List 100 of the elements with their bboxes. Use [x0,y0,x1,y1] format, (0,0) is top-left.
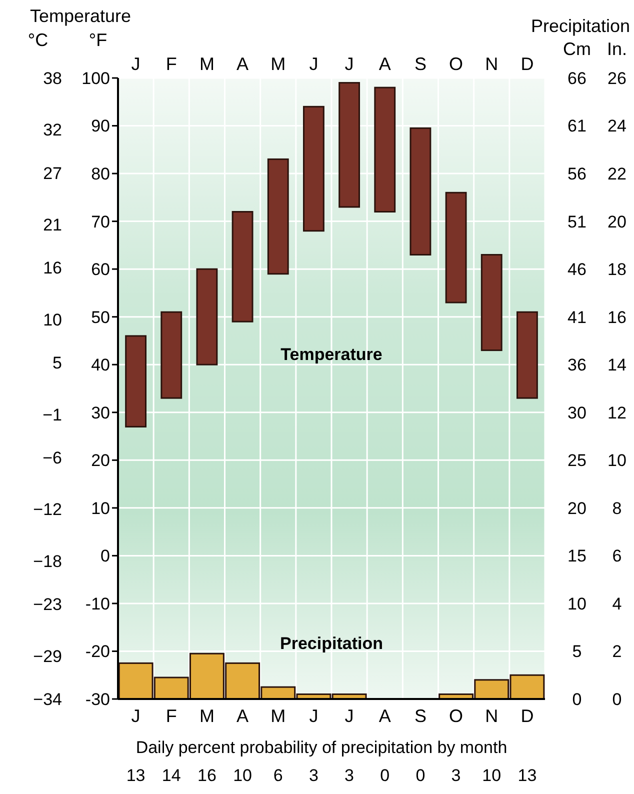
y-tick-label: 30 [91,403,110,422]
x-tick-label: A [378,54,391,74]
y3-tick-label: −12 [33,500,62,520]
text: 3 [451,766,461,785]
y-tick-label: 0 [100,546,110,566]
text: Precipitation [530,16,630,36]
bar [480,254,502,352]
x-tick-label: M [199,54,214,74]
bar [445,192,467,304]
text: Cm [563,39,591,59]
y3-tick-label: −18 [33,552,62,571]
y3-tick-label: 21 [43,216,62,235]
y-tick-label: 40 [91,356,110,375]
text: 10 [233,766,252,785]
text: 16 [197,766,216,785]
category-label: S [414,706,426,726]
bar [516,311,538,399]
text: 25 [568,451,586,470]
y-tick-label: 50 [91,308,110,327]
category-label: M [199,706,214,726]
bar [196,268,218,366]
y-tick-label: 20 [91,451,110,470]
x-tick-label: F [166,54,177,74]
text: 56 [568,164,586,184]
y-tick-label: 100 [82,68,110,88]
bar [374,86,396,213]
text: 46 [568,260,586,280]
text: 0 [416,766,426,785]
series-label: Precipitation [280,634,383,653]
text: 3 [344,766,354,785]
text: 66 [568,68,586,88]
bar [160,311,182,399]
y3-tick-label: −23 [33,595,62,614]
text: 15 [568,546,586,566]
y3-tick-label: −6 [42,448,62,468]
x-tick-label: J [344,54,354,74]
text: Daily percent probability of precipitation by month [136,738,508,757]
y-tick-label: 60 [91,260,110,280]
text: 30 [568,403,586,422]
x-tick-label: N [485,54,498,74]
y2-tick-label: 16 [608,308,626,327]
text: 41 [568,308,586,327]
y2-tick-label: 24 [608,116,626,136]
text: 6 [273,766,283,785]
y2-tick-label: 10 [608,451,626,470]
y2-axis-title: In. [606,39,628,59]
text: 13 [126,766,146,785]
y-tick-label: 90 [91,116,110,136]
bar [302,106,324,232]
y2-tick-label: 18 [608,260,626,280]
category-label: A [236,706,249,726]
text: Temperature [280,344,382,364]
x-tick-label: A [236,54,249,74]
y-axis-title: °F [88,30,108,50]
category-label: F [166,706,177,726]
y2-tick-label: 0 [612,690,622,709]
category-label: D [520,706,534,726]
x-tick-label: S [414,54,426,74]
x-tick-label: J [309,54,318,74]
y3-tick-label: 16 [43,258,62,278]
bar [338,82,360,208]
category-label: O [449,706,464,726]
y2-tick-label: 26 [608,68,626,88]
y2-tick-label: 22 [608,164,626,184]
y-tick-label: 10 [91,498,110,518]
text: 13 [518,766,537,785]
text: 0 [572,690,582,709]
y3-tick-label: −1 [42,405,62,424]
y3-tick-label: 32 [43,120,62,140]
y3-tick-label: 38 [43,68,62,88]
y-tick-label: 70 [91,212,110,232]
bar [267,158,289,275]
x-tick-label: O [449,54,464,74]
text: 0 [380,766,390,785]
x-tick-label: J [131,54,140,74]
text: Temperature [30,6,132,26]
category-label: N [485,706,498,726]
category-label: J [309,706,318,726]
text: 14 [162,766,181,785]
text: 51 [568,212,586,232]
y3-tick-label: 5 [52,354,62,373]
y2-tick-label: 20 [608,212,626,232]
y3-tick-label: −34 [33,690,62,709]
text: 20 [568,498,586,518]
x-tick-label: M [270,54,286,74]
y2-tick-label: 6 [612,546,622,566]
y2-tick-label: 4 [612,594,622,614]
y-tick-label: -30 [85,690,110,709]
y3-tick-label: 27 [43,164,62,183]
text: 5 [572,642,582,662]
x-tick-label: D [520,54,534,74]
y2-tick-label: 2 [612,642,622,662]
bar [232,211,254,322]
y-tick-label: 80 [91,164,110,184]
category-label: J [131,706,140,726]
y-tick-label: -10 [85,594,110,614]
text: 3 [308,766,318,785]
category-label: J [344,706,354,726]
y2-tick-label: 14 [608,356,626,375]
bar [410,127,432,256]
